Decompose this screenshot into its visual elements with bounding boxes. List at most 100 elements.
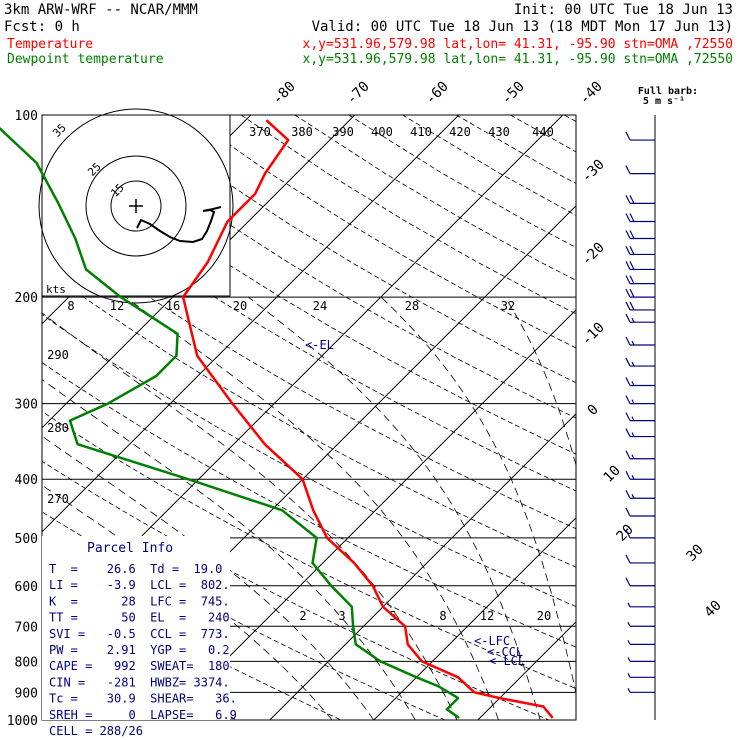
mixing-ratio-label: 2 [299, 609, 306, 623]
isotherm-line [42, 115, 460, 533]
dewpoint-line [0, 126, 460, 719]
wind-barb [625, 412, 655, 422]
parcel-info-line: LI = -3.9 LCL = 802. [49, 578, 230, 592]
mixing-ratio-label: 8 [67, 299, 74, 313]
parcel-info-title: Parcel Info [87, 541, 173, 556]
wind-barb [625, 577, 655, 587]
moist-adiabat [247, 296, 541, 720]
isotherm-label: 10 [601, 463, 624, 486]
isotherm-label: 30 [684, 542, 707, 565]
wind-barb [627, 640, 655, 646]
pressure-tick-label: 600 [15, 580, 38, 595]
theta-e-label: 410 [410, 125, 432, 139]
el-marker: <-EL [305, 338, 334, 352]
parcel-info-line: SREH = 0 LAPSE= 6.9 [49, 708, 237, 722]
hodograph-ring [110, 180, 162, 232]
dry-adiabat-label: 270 [47, 492, 69, 506]
wind-barb [625, 428, 655, 438]
isotherm-label: -30 [579, 157, 608, 186]
dry-adiabat [42, 266, 576, 568]
isotherm-line [686, 115, 740, 720]
dry-adiabat [133, 115, 576, 384]
isotherm-line [42, 115, 356, 429]
isotherm-label: -60 [423, 79, 452, 108]
pressure-tick-label: 300 [15, 398, 38, 413]
wind-barb [625, 450, 655, 460]
wind-barb [625, 301, 655, 311]
isotherm-label: 0 [585, 402, 602, 419]
wind-barb [625, 357, 655, 367]
dry-adiabat [510, 115, 576, 153]
wind-barb [625, 395, 655, 405]
temperature-legend: Temperature [7, 37, 93, 52]
wind-barb [625, 275, 655, 285]
wind-barb-column [625, 115, 656, 720]
isotherm-line [373, 517, 576, 720]
wind-barb [625, 165, 655, 175]
wind-barb [625, 489, 655, 499]
pressure-tick-label: 500 [15, 532, 38, 547]
isotherm-label: -10 [579, 320, 608, 349]
parcel-info-line: PW = 2.91 YGP = 0.2 [49, 643, 230, 657]
parcel-info-lines: T = 26.6 Td = 19.0 LI = -3.9 LCL = 802. K … [49, 562, 237, 738]
mixing-ratio-label: 24 [313, 299, 327, 313]
hodograph-ring [38, 108, 234, 304]
mixing-ratio-label: 20 [233, 299, 247, 313]
theta-e-label: 420 [449, 125, 471, 139]
wind-barb [625, 131, 655, 141]
pressure-tick-label: 900 [15, 686, 38, 701]
moist-adiabat [380, 296, 576, 695]
isotherm-label: -50 [499, 79, 528, 108]
hodograph-trace [136, 206, 222, 244]
lfc-marker: <-LFC [474, 634, 510, 648]
parcel-info-line: T = 26.6 Td = 19.0 [49, 562, 222, 576]
isotherm-label: -80 [270, 79, 299, 108]
pressure-tick-label: 400 [15, 473, 38, 488]
dry-adiabat [42, 362, 576, 648]
wind-barb [625, 195, 655, 205]
dewpoint-legend: Dewpoint temperature [7, 52, 164, 67]
isotherm-label: 20 [614, 522, 637, 545]
isotherm-label: -70 [344, 79, 373, 108]
model-title: 3km ARW-WRF -- NCAR/MMM [4, 2, 198, 18]
mixing-ratio-label: 3 [338, 609, 345, 623]
init-time: Init: 00 UTC Tue 18 Jun 13 [514, 2, 733, 18]
isotherm-label: -40 [577, 79, 606, 108]
forecast-hour: Fcst: 0 h [4, 19, 80, 35]
wind-barb [627, 688, 655, 693]
mixing-ratio-label: 12 [110, 299, 124, 313]
mixing-ratio-label: 8 [439, 609, 446, 623]
mixing-ratio-label: 20 [537, 609, 551, 623]
wind-barb [627, 622, 655, 627]
isotherm-line [165, 309, 576, 720]
theta-e-label: 430 [488, 125, 510, 139]
pressure-tick-label: 800 [15, 655, 38, 670]
dry-adiabat [42, 460, 551, 720]
isotherm-line [269, 413, 576, 720]
isotherm-line [582, 115, 740, 720]
wind-barb [625, 470, 655, 480]
wind-barb [627, 657, 655, 662]
dewpoint-point-info: x,y=531.96,579.98 lat,lon= 41.31, -95.90… [303, 52, 733, 67]
dry-adiabat [42, 219, 576, 530]
theta-e-label: 400 [371, 125, 393, 139]
theta-e-label: 440 [532, 125, 554, 139]
ccl-marker: <-CCL [487, 645, 523, 659]
dry-adiabat [42, 173, 576, 492]
wind-barb [625, 554, 655, 564]
parcel-info-line: K = 28 LFC = 745. [49, 594, 230, 608]
hodograph-units: kts [46, 283, 66, 296]
theta-e-label: 390 [332, 125, 354, 139]
profile-lines [0, 119, 554, 719]
lcl-marker: <-LCL [489, 654, 525, 668]
dry-adiabat [79, 115, 576, 419]
isotherm-line [477, 621, 576, 720]
pressure-tick-label: 100 [15, 109, 38, 124]
parcel-info-box: Parcel Info T = 26.6 Td = 19.0 LI = -3.9 … [42, 536, 237, 738]
wind-barb [625, 377, 655, 387]
parcel-info-line: Tc = 30.9 SHEAR= 36. [49, 692, 237, 706]
wind-barb [625, 246, 655, 256]
theta-e-label: 370 [249, 125, 271, 139]
wind-barb [625, 230, 655, 240]
temperature-line [181, 119, 554, 719]
